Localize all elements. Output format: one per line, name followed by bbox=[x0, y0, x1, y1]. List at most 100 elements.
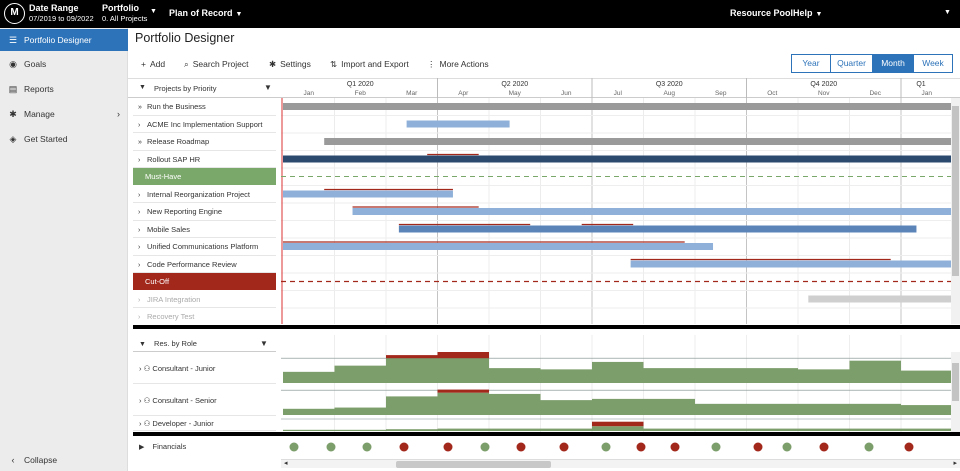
sidebar-item-label: Reports bbox=[24, 84, 54, 94]
gantt-bar bbox=[352, 208, 951, 215]
sidebar-item-label: Portfolio Designer bbox=[24, 35, 92, 45]
project-row[interactable]: › JIRA Integration bbox=[133, 291, 276, 308]
month-label: Mar bbox=[406, 90, 418, 97]
splitter-handle[interactable] bbox=[133, 432, 960, 436]
portfolio-selector[interactable]: Portfolio 0. All Projects bbox=[102, 3, 147, 23]
chevron-right-icon[interactable]: › bbox=[138, 226, 141, 234]
chevron-right-icon[interactable]: › bbox=[138, 296, 141, 304]
scroll-right-icon[interactable]: ▸ bbox=[953, 460, 957, 467]
plus-icon: + bbox=[141, 59, 146, 69]
sidebar-item-reports[interactable]: ▤ Reports bbox=[0, 78, 128, 100]
add-button[interactable]: + Add bbox=[141, 59, 165, 69]
chevron-right-icon: › bbox=[139, 396, 142, 405]
project-row[interactable]: › Recovery Test bbox=[133, 308, 276, 326]
collapse-caret-icon[interactable]: ▼ bbox=[139, 341, 146, 348]
resource-bar bbox=[283, 429, 335, 431]
expand-caret-icon: ▶ bbox=[139, 444, 145, 451]
date-range-selector[interactable]: Date Range 07/2019 to 09/2022 bbox=[29, 3, 94, 23]
project-row[interactable]: » Run the Business bbox=[133, 98, 276, 116]
view-month-button[interactable]: Month bbox=[872, 54, 914, 73]
resource-pool-button[interactable]: Resource Pool bbox=[730, 8, 793, 18]
month-label: Feb bbox=[355, 90, 367, 97]
month-label: Sep bbox=[715, 90, 727, 97]
double-chevron-icon[interactable]: » bbox=[138, 104, 142, 111]
resource-bar bbox=[746, 428, 798, 431]
scroll-left-icon[interactable]: ◂ bbox=[284, 460, 288, 467]
resource-bar bbox=[592, 361, 644, 383]
view-year-button[interactable]: Year bbox=[791, 54, 831, 73]
kebab-icon: ⋮ bbox=[427, 59, 436, 69]
gantt-chart bbox=[281, 98, 960, 324]
portfolio-title: Portfolio bbox=[102, 3, 139, 13]
cut-off-band[interactable]: Cut-Off bbox=[133, 273, 276, 290]
month-label: Jan bbox=[922, 90, 933, 97]
status-dot-red bbox=[819, 442, 829, 452]
resource-bar bbox=[540, 369, 592, 383]
sidebar-item-goals[interactable]: ◉ Goals bbox=[0, 53, 128, 75]
view-quarter-button[interactable]: Quarter bbox=[830, 54, 873, 73]
financials-status bbox=[289, 442, 914, 452]
sidebar-item-portfolio-designer[interactable]: ☰ Portfolio Designer bbox=[0, 29, 128, 51]
resource-row-developer-junior[interactable]: › ⚇ Developer - Junior bbox=[133, 417, 276, 431]
double-chevron-icon[interactable]: » bbox=[138, 139, 142, 146]
chevron-right-icon[interactable]: › bbox=[138, 121, 141, 129]
project-row[interactable]: › Mobile Sales bbox=[133, 221, 276, 238]
more-actions-button[interactable]: ⋮ More Actions bbox=[427, 59, 489, 70]
resource-bar bbox=[643, 398, 695, 415]
import-export-label: Import and Export bbox=[341, 59, 409, 69]
month-label: Jun bbox=[561, 90, 572, 97]
resource-bar bbox=[334, 407, 386, 415]
splitter-handle[interactable] bbox=[133, 325, 960, 329]
filter-icon[interactable]: ▼ bbox=[260, 339, 268, 348]
financials-row[interactable]: ▶ Financials bbox=[133, 437, 276, 457]
collapse-caret-icon[interactable]: ▼ bbox=[139, 84, 146, 91]
project-row[interactable]: » Release Roadmap bbox=[133, 133, 276, 151]
chevron-right-icon[interactable]: › bbox=[138, 156, 141, 164]
project-row[interactable]: › New Reporting Engine bbox=[133, 203, 276, 221]
portfolio-caret-icon[interactable]: ▼ bbox=[150, 8, 157, 15]
plan-selector[interactable]: Plan of Record ▼ bbox=[169, 8, 242, 18]
status-dot-green bbox=[711, 442, 721, 452]
grid-header: ▼ Projects by Priority ▼ bbox=[128, 78, 960, 98]
project-label: Rollout SAP HR bbox=[147, 154, 201, 164]
resource-bar bbox=[334, 365, 386, 383]
resource-bar bbox=[592, 398, 644, 415]
month-label: Jan bbox=[304, 90, 315, 97]
chevron-right-icon[interactable]: › bbox=[138, 261, 141, 269]
status-dot-red bbox=[670, 442, 680, 452]
sidebar-item-label: Goals bbox=[24, 59, 47, 69]
settings-button[interactable]: ✱ Settings bbox=[269, 59, 311, 70]
resource-bar bbox=[386, 429, 438, 431]
import-export-button[interactable]: ⇅ Import and Export bbox=[330, 59, 409, 70]
help-label: Help bbox=[793, 8, 813, 18]
horizontal-scrollbar[interactable]: ◂ ▸ bbox=[281, 459, 960, 468]
sidebar-item-get-started[interactable]: ◈ Get Started bbox=[0, 128, 128, 150]
resource-row-consultant-senior[interactable]: › ⚇ Consultant - Senior bbox=[133, 385, 276, 416]
chevron-right-icon[interactable]: › bbox=[138, 191, 141, 199]
chevron-right-icon[interactable]: › bbox=[138, 244, 141, 251]
main-content: Portfolio Designer + Add ⌕ Search Project … bbox=[128, 28, 960, 471]
sidebar-collapse-button[interactable]: ‹ Collapse bbox=[0, 449, 128, 471]
project-row[interactable]: › Internal Reorganization Project bbox=[133, 186, 276, 203]
help-menu[interactable]: Help ▼ bbox=[793, 8, 822, 18]
chevron-right-icon[interactable]: › bbox=[138, 314, 141, 321]
status-dot-red bbox=[904, 442, 914, 452]
chevron-right-icon[interactable]: › bbox=[138, 209, 141, 216]
project-row[interactable]: › Rollout SAP HR bbox=[133, 151, 276, 168]
resource-row-consultant-junior[interactable]: › ⚇ Consultant - Junior bbox=[133, 353, 276, 384]
must-have-band[interactable]: Must-Have bbox=[133, 168, 276, 185]
status-dot-red bbox=[559, 442, 569, 452]
project-row[interactable]: › ACME Inc Implementation Support bbox=[133, 116, 276, 133]
gear-icon: ✱ bbox=[269, 59, 277, 69]
user-menu-caret-icon[interactable]: ▼ bbox=[944, 9, 951, 16]
search-project-button[interactable]: ⌕ Search Project bbox=[184, 59, 249, 70]
scrollbar-thumb[interactable] bbox=[396, 461, 551, 468]
filter-icon[interactable]: ▼ bbox=[264, 83, 272, 92]
overallocation-bar bbox=[437, 352, 489, 359]
app-logo-icon[interactable]: M bbox=[4, 3, 25, 24]
project-row[interactable]: › Code Performance Review bbox=[133, 256, 276, 273]
project-label: Unified Communications Platform bbox=[147, 242, 259, 251]
sidebar-item-manage[interactable]: ✱ Manage › bbox=[0, 103, 128, 125]
project-row[interactable]: › Unified Communications Platform bbox=[133, 238, 276, 256]
view-week-button[interactable]: Week bbox=[913, 54, 953, 73]
